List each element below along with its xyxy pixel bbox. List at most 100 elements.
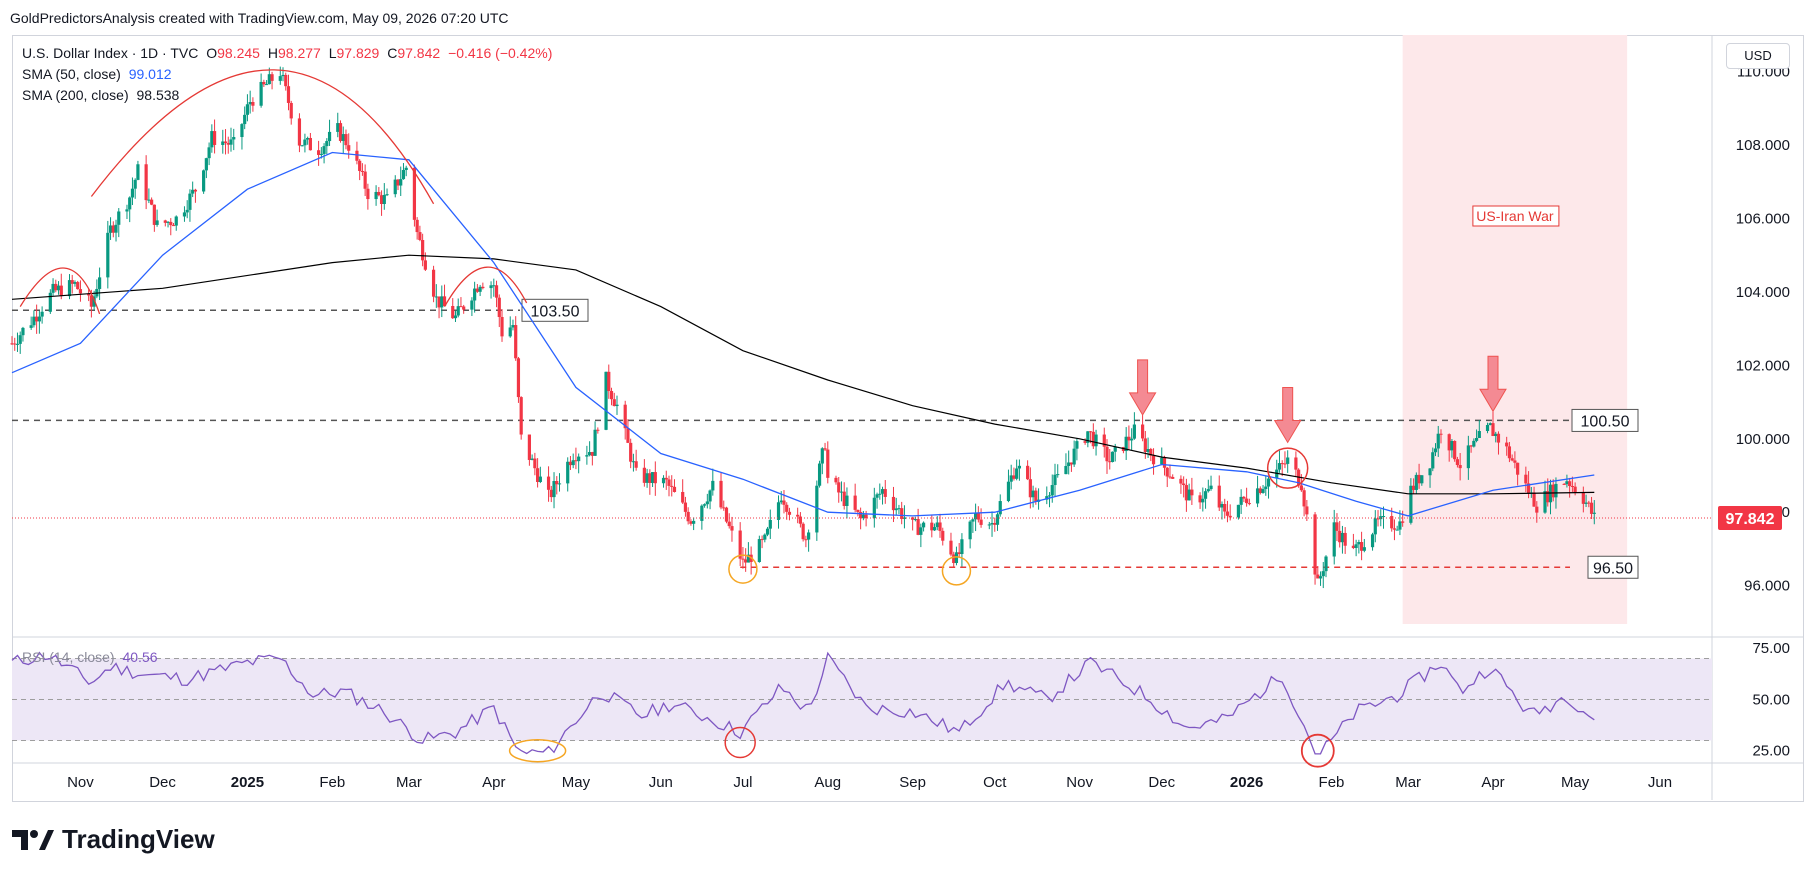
rsi-oversold-circle (1300, 733, 1335, 768)
candle-body (1420, 475, 1424, 484)
candle-body (289, 102, 293, 119)
legend-sma50-value: 99.012 (128, 66, 172, 82)
legend-rsi-value: 40.56 (122, 649, 158, 665)
candle-body (1006, 481, 1011, 502)
candle-body (546, 476, 551, 490)
candle-body (1321, 571, 1325, 577)
candle-body (861, 514, 865, 519)
candle-body (1526, 483, 1531, 494)
currency-button[interactable]: USD (1726, 43, 1790, 69)
candle-body (385, 194, 389, 196)
candle-body (1376, 518, 1380, 520)
candle-body (366, 188, 370, 200)
candle-body (204, 158, 208, 171)
candle-body (1343, 532, 1347, 546)
candle-body (1414, 474, 1418, 490)
candle-body (73, 282, 77, 284)
candle-body (1332, 522, 1336, 557)
candle-body (1401, 521, 1405, 523)
candle-body (1485, 425, 1490, 432)
candle-body (421, 240, 425, 261)
candle-body (642, 467, 646, 483)
candle-body (379, 195, 384, 205)
candle-body (1220, 503, 1224, 508)
candle-body (182, 212, 187, 217)
candle-body (212, 131, 217, 145)
candle-body (1554, 483, 1558, 498)
candle-body (516, 358, 521, 398)
candle-body (1324, 556, 1328, 572)
candle-body (935, 522, 939, 528)
candle-body (70, 280, 74, 284)
candle-body (1354, 544, 1358, 549)
candle-body (188, 193, 192, 210)
candle-body (913, 519, 917, 521)
candle-body (229, 139, 233, 145)
candle-body (930, 522, 934, 531)
candle-body (1184, 485, 1188, 501)
legend-rsi[interactable]: RSI (14, close) 40.56 (22, 649, 162, 665)
candle-body (1203, 491, 1208, 499)
candle-body (1565, 481, 1569, 485)
candle-body (574, 460, 578, 462)
candle-body (645, 473, 649, 483)
candle-body (360, 170, 365, 172)
candle-body (650, 472, 655, 483)
candle-body (1381, 516, 1386, 518)
tradingview-brand: TradingView (62, 824, 215, 854)
candle-body (538, 476, 542, 483)
candle-body (1469, 445, 1473, 447)
candle-body (163, 220, 167, 223)
resistance-touch-circle (1266, 447, 1309, 489)
candle-body (820, 448, 824, 464)
candle-body (508, 327, 512, 337)
candle-body (193, 189, 198, 192)
candle-body (711, 480, 715, 491)
war-zone-label: US-Iran War (1476, 208, 1554, 224)
candle-body (891, 496, 896, 511)
legend-sma200[interactable]: SMA (200, close) 98.538 (22, 87, 183, 103)
candle-body (1573, 486, 1577, 493)
candle-body (286, 86, 291, 103)
candle-body (1581, 492, 1585, 504)
level-label: 103.50 (531, 303, 580, 320)
candle-body (67, 280, 72, 297)
candle-body (1245, 498, 1249, 504)
candle-body (741, 558, 745, 560)
support-touch-circle (728, 554, 758, 584)
resistance-arrow-icon (1128, 359, 1157, 416)
candle-body (768, 519, 772, 529)
candle-body (363, 171, 367, 189)
candle-body (968, 521, 972, 540)
candle-body (1587, 502, 1591, 504)
legend-symbol: U.S. Dollar Index · 1D · TVC (22, 45, 199, 61)
candle-body (995, 514, 1000, 525)
candle-body (37, 316, 41, 322)
candle-body (117, 211, 121, 225)
tradingview-logo[interactable]: TradingView (12, 824, 215, 855)
watermark-text: GoldPredictorsAnalysis created with Trad… (10, 10, 509, 26)
candle-body (1338, 530, 1342, 543)
candle-body (1359, 542, 1364, 551)
candle-body (18, 335, 22, 344)
candle-body (404, 167, 408, 170)
candle-body (724, 507, 729, 522)
candle-body (1198, 495, 1202, 503)
candle-body (511, 325, 515, 328)
candle-body (475, 288, 479, 292)
time-tick-label: Nov (1066, 774, 1093, 791)
candle-body (492, 285, 496, 287)
candle-body (826, 449, 830, 478)
candle-body (473, 288, 477, 301)
candle-body (106, 232, 110, 278)
candle-body (1026, 465, 1030, 480)
candle-body (1450, 441, 1454, 451)
time-tick-label: Feb (319, 774, 345, 791)
candle-body (681, 491, 685, 503)
candle-body (1132, 424, 1136, 439)
candle-body (1551, 484, 1555, 498)
legend-sma50[interactable]: SMA (50, close) 99.012 (22, 66, 176, 82)
candle-body (114, 224, 118, 233)
candle-body (631, 461, 636, 463)
